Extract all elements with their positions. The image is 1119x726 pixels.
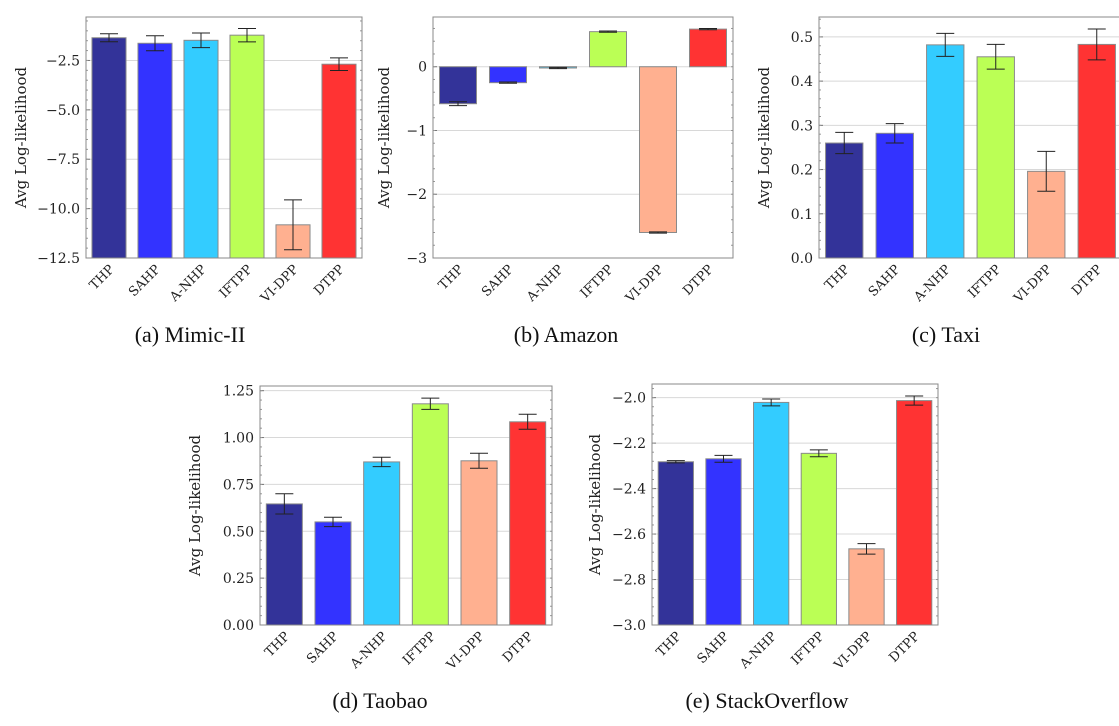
y-tick-label: 0.0 xyxy=(791,251,813,267)
y-tick-label: 0.00 xyxy=(223,618,254,634)
x-tick-label: A-NHP xyxy=(737,629,780,672)
bar-iftpp xyxy=(800,452,837,626)
y-tick-label: 0.3 xyxy=(791,118,813,134)
x-tick-label: VI-DPP xyxy=(831,629,876,674)
y-tick-label: 1.25 xyxy=(223,384,254,400)
y-tick-label: −10.0 xyxy=(37,202,80,218)
y-tick-label: 0.50 xyxy=(223,524,254,540)
x-tick-label: THP xyxy=(654,629,685,660)
caption-taxi: (c) Taxi xyxy=(911,322,981,347)
bar-thp xyxy=(265,503,303,626)
bar-dtpp xyxy=(689,28,727,68)
plot-frame xyxy=(432,16,734,259)
y-tick-label: 0.5 xyxy=(791,30,813,46)
y-tick-label: −2 xyxy=(406,187,427,203)
y-axis-label: Avg Log-likelihood xyxy=(12,67,30,210)
y-tick-label: −2.6 xyxy=(612,527,646,543)
y-tick-label: −2.0 xyxy=(612,391,646,407)
y-axis-label: Avg Log-likelihood xyxy=(186,435,204,578)
bar-vi-dpp xyxy=(848,548,885,626)
y-axis-label: Avg Log-likelihood xyxy=(755,67,773,210)
bar-dtpp xyxy=(321,63,357,259)
y-tick-label: −3.0 xyxy=(612,618,646,634)
bar-dtpp xyxy=(896,400,933,626)
bar-iftpp xyxy=(411,403,449,626)
plot-frame xyxy=(85,16,363,259)
bar-thp xyxy=(439,66,477,105)
y-tick-label: −2.2 xyxy=(612,436,646,452)
bar-sahp xyxy=(314,521,352,626)
bar-a-nhp xyxy=(753,401,790,626)
y-tick-label: 0.25 xyxy=(223,571,254,587)
y-tick-label: −2.5 xyxy=(46,53,80,69)
plot-frame xyxy=(651,383,939,626)
plot-frame xyxy=(259,385,553,626)
y-tick-label: −7.5 xyxy=(46,152,80,168)
bar-a-nhp xyxy=(183,39,219,259)
bar-sahp xyxy=(705,458,742,626)
bar-a-nhp xyxy=(926,44,965,259)
x-tick-label: DTPP xyxy=(887,629,924,666)
bar-sahp xyxy=(875,132,914,259)
bar-a-nhp xyxy=(363,461,401,626)
y-tick-label: 0 xyxy=(418,60,427,76)
bar-sahp xyxy=(137,42,173,259)
bar-vi-dpp xyxy=(639,66,677,233)
caption-taobao: (d) Taobao xyxy=(332,688,428,713)
caption-amazon: (b) Amazon xyxy=(513,322,619,347)
plot-frame xyxy=(818,16,1119,259)
y-tick-label: −2.8 xyxy=(612,573,646,589)
y-axis-label: Avg Log-likelihood xyxy=(586,434,604,577)
y-tick-label: −2.4 xyxy=(612,482,646,498)
bar-thp xyxy=(657,461,694,626)
y-tick-label: −1 xyxy=(406,123,427,139)
y-tick-label: 0.2 xyxy=(791,163,813,179)
x-tick-label: SAHP xyxy=(695,629,733,667)
y-tick-label: 1.00 xyxy=(223,431,254,447)
caption-stackoverflow: (e) StackOverflow xyxy=(685,688,849,713)
y-tick-label: −3 xyxy=(406,251,427,267)
y-tick-label: −12.5 xyxy=(37,251,80,267)
y-axis-label: Avg Log-likelihood xyxy=(375,67,393,210)
y-tick-label: 0.1 xyxy=(791,207,813,223)
y-tick-label: −5.0 xyxy=(46,103,80,119)
bar-dtpp xyxy=(1077,43,1116,259)
caption-mimic-ii: (a) Mimic-II xyxy=(134,322,246,347)
y-tick-label: 0.75 xyxy=(223,477,254,493)
x-tick-label: IFTPP xyxy=(789,629,828,668)
y-tick-label: 0.4 xyxy=(791,74,813,90)
